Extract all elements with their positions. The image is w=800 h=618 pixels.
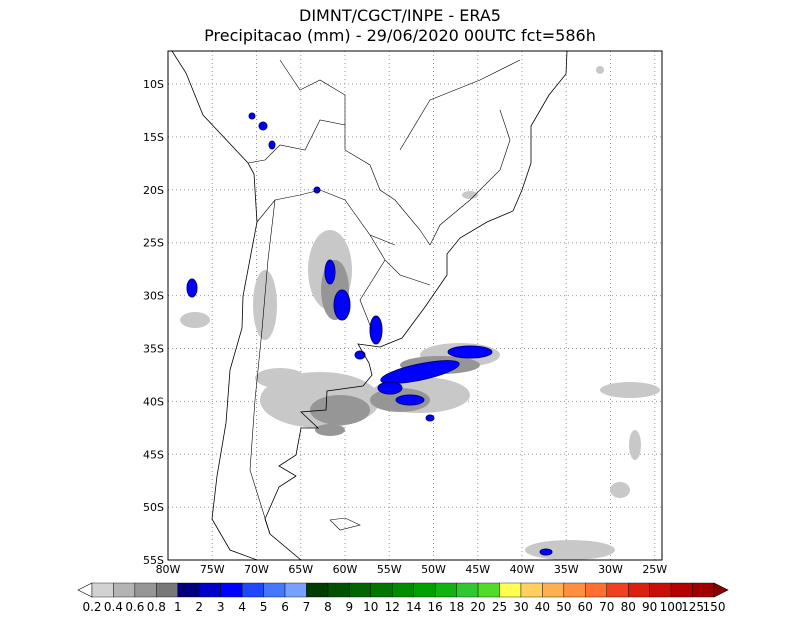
lat-label: 30S — [143, 290, 164, 303]
colorbar-label: 30 — [513, 600, 528, 614]
colorbar-label: 90 — [642, 600, 657, 614]
lat-label: 20S — [143, 184, 164, 197]
lon-label: 25W — [642, 563, 667, 576]
grid — [168, 51, 662, 560]
colorbar-box — [585, 582, 607, 598]
lat-label: 40S — [143, 395, 164, 408]
colorbar-label: 70 — [599, 600, 614, 614]
lat-label: 50S — [143, 501, 164, 514]
colorbar-box — [606, 582, 629, 598]
lat-label: 15S — [143, 131, 164, 144]
lon-label: 60W — [333, 563, 358, 576]
colorbar-label: 3 — [217, 600, 225, 614]
colorbar-label: 4 — [238, 600, 246, 614]
coastline — [171, 51, 568, 560]
colorbar-box — [499, 582, 522, 598]
colorbar-label: 10 — [363, 600, 378, 614]
colorbar-box — [392, 582, 414, 598]
title-line2: Precipitacao (mm) - 29/06/2020 00UTC fct… — [204, 26, 596, 45]
colorbar-box — [263, 582, 286, 598]
colorbar-box — [520, 582, 543, 598]
colorbar-box — [413, 582, 436, 598]
lon-label: 50W — [421, 563, 446, 576]
colorbar-label: 8 — [324, 600, 332, 614]
lon-label: 45W — [465, 563, 490, 576]
colorbar-label: 100 — [660, 600, 683, 614]
colorbar: 0.2 0.4 0.6 0.8 1 2 3 4 5 6 7 8 9 10 12 14 16 18 20 25 30 40 5… — [77, 582, 729, 614]
colorbar-box — [156, 582, 178, 598]
colorbar-box — [628, 582, 650, 598]
colorbar-box — [349, 582, 372, 598]
colorbar-label: 14 — [406, 600, 421, 614]
lon-label: 70W — [244, 563, 269, 576]
colorbar-label: 20 — [470, 600, 485, 614]
colorbar-label: 9 — [346, 600, 354, 614]
colorbar-label: 5 — [260, 600, 268, 614]
colorbar-box — [456, 582, 479, 598]
colorbar-label: 6 — [281, 600, 289, 614]
colorbar-label: 16 — [428, 600, 443, 614]
colorbar-box — [220, 582, 243, 598]
colorbar-label: 80 — [621, 600, 636, 614]
colorbar-box — [563, 582, 586, 598]
colorbar-label: 2 — [195, 600, 203, 614]
colorbar-box — [199, 582, 221, 598]
colorbar-box — [306, 582, 329, 598]
colorbar-label: 0.8 — [147, 600, 166, 614]
colorbar-box — [134, 582, 157, 598]
plot-frame — [167, 50, 663, 561]
colorbar-label: 12 — [385, 600, 400, 614]
island — [329, 517, 361, 531]
colorbar-end — [713, 582, 729, 598]
colorbar-box — [177, 582, 200, 598]
colorbar-label: 25 — [492, 600, 507, 614]
lat-label: 35S — [143, 343, 164, 356]
colorbar-box — [241, 582, 264, 598]
colorbar-label: 0.6 — [125, 600, 144, 614]
colorbar-box — [327, 582, 350, 598]
colorbar-label: 125 — [681, 600, 704, 614]
colorbar-end — [77, 582, 93, 598]
country-borders — [247, 59, 521, 535]
lon-label: 65W — [288, 563, 313, 576]
colorbar-label: 40 — [535, 600, 550, 614]
colorbar-box — [284, 582, 307, 598]
lat-label: 55S — [143, 554, 164, 567]
colorbar-label: 18 — [449, 600, 464, 614]
title-line1: DIMNT/CGCT/INPE - ERA5 — [299, 6, 501, 25]
colorbar-label: 50 — [556, 600, 571, 614]
colorbar-label: 7 — [303, 600, 311, 614]
colorbar-label: 0.4 — [104, 600, 123, 614]
lat-label: 45S — [143, 448, 164, 461]
colorbar-label: 1 — [174, 600, 182, 614]
precip-field — [171, 51, 660, 560]
colorbar-label: 150 — [703, 600, 726, 614]
lon-label: 55W — [377, 563, 402, 576]
colorbar-box — [434, 582, 457, 598]
lon-label: 30W — [598, 563, 623, 576]
colorbar-box — [542, 582, 565, 598]
lon-label: 80W — [156, 563, 181, 576]
lon-label: 40W — [510, 563, 535, 576]
lon-label: 75W — [200, 563, 225, 576]
colorbar-box — [113, 582, 136, 598]
colorbar-box — [477, 582, 500, 598]
colorbar-box — [91, 582, 114, 598]
colorbar-label: 60 — [578, 600, 593, 614]
colorbar-label: 0.2 — [82, 600, 101, 614]
lat-label: 10S — [143, 78, 164, 91]
colorbar-box — [670, 582, 693, 598]
colorbar-box — [649, 582, 672, 598]
lat-label: 25S — [143, 237, 164, 250]
lon-label: 35W — [554, 563, 579, 576]
colorbar-box — [692, 582, 715, 598]
colorbar-box — [370, 582, 393, 598]
